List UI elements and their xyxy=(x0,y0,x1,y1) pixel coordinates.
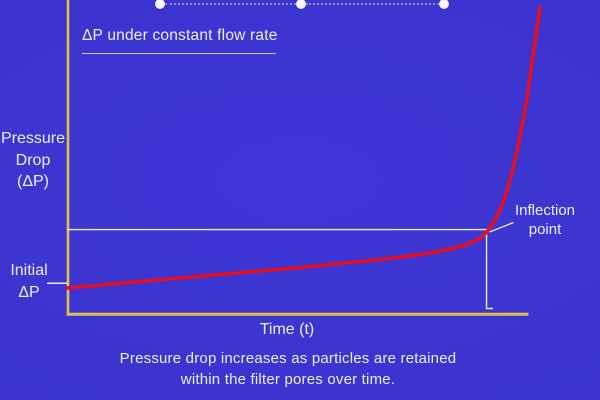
pressure-drop-curve xyxy=(65,5,542,290)
video-timeline[interactable] xyxy=(0,0,600,12)
x-axis-label: Time (t) xyxy=(259,321,315,338)
inflection-point-line: point xyxy=(528,221,562,238)
inflection-point-annotation: Inflection point xyxy=(504,201,586,239)
title-underline xyxy=(82,53,276,54)
chart-caption: Pressure drop increases as particles are… xyxy=(38,348,538,390)
caption-line: within the filter pores over time. xyxy=(180,371,396,388)
timeline-marker-icon[interactable] xyxy=(439,0,449,9)
inflection-guide-lines xyxy=(67,228,494,310)
y-axis-label-line: Drop xyxy=(15,151,51,169)
timeline-marker-icon[interactable] xyxy=(155,0,165,9)
y-axis-label-line: Pressure xyxy=(0,130,66,147)
inflection-point-line: Inflection xyxy=(514,202,576,219)
initial-dp-annotation: Initial ΔP xyxy=(0,260,58,304)
initial-dp-line: ΔP xyxy=(18,284,40,301)
timeline-marker-icon[interactable] xyxy=(296,0,306,9)
timeline-dotted-segment xyxy=(165,3,296,5)
timeline-dotted-segment xyxy=(306,3,439,5)
caption-line: Pressure drop increases as particles are… xyxy=(119,350,457,367)
y-axis-label: Pressure Drop (ΔP) xyxy=(0,128,66,193)
chart-title: ΔP under constant flow rate xyxy=(82,27,278,44)
initial-dp-line: Initial xyxy=(10,262,48,279)
y-axis-label-line: (ΔP) xyxy=(16,173,49,190)
